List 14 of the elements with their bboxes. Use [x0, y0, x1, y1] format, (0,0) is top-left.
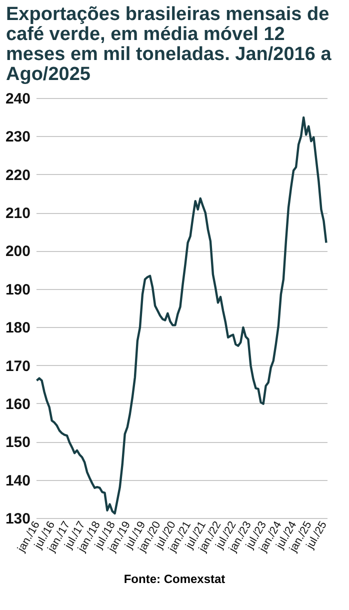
y-tick-label: 160: [5, 396, 30, 413]
y-tick-label: 150: [5, 434, 30, 452]
y-tick-label: 140: [5, 472, 30, 490]
y-tick-label: 210: [5, 205, 30, 222]
line-series: [36, 116, 328, 515]
y-tick-label: 170: [5, 358, 30, 375]
source-note: Fonte: Comexstat: [122, 572, 226, 586]
y-tick-label: 240: [5, 90, 30, 108]
y-tick-label: 180: [5, 320, 30, 337]
y-tick-label: 190: [5, 281, 30, 298]
y-tick-label: 200: [5, 243, 30, 260]
chart-title: Exportações brasileiras mensais de café verde, em média móvel 12 meses em mil toneladas. Jan/2016 a Ago/2025: [5, 3, 332, 85]
y-tick-label: 230: [5, 128, 30, 146]
y-tick-label: 220: [5, 166, 30, 184]
